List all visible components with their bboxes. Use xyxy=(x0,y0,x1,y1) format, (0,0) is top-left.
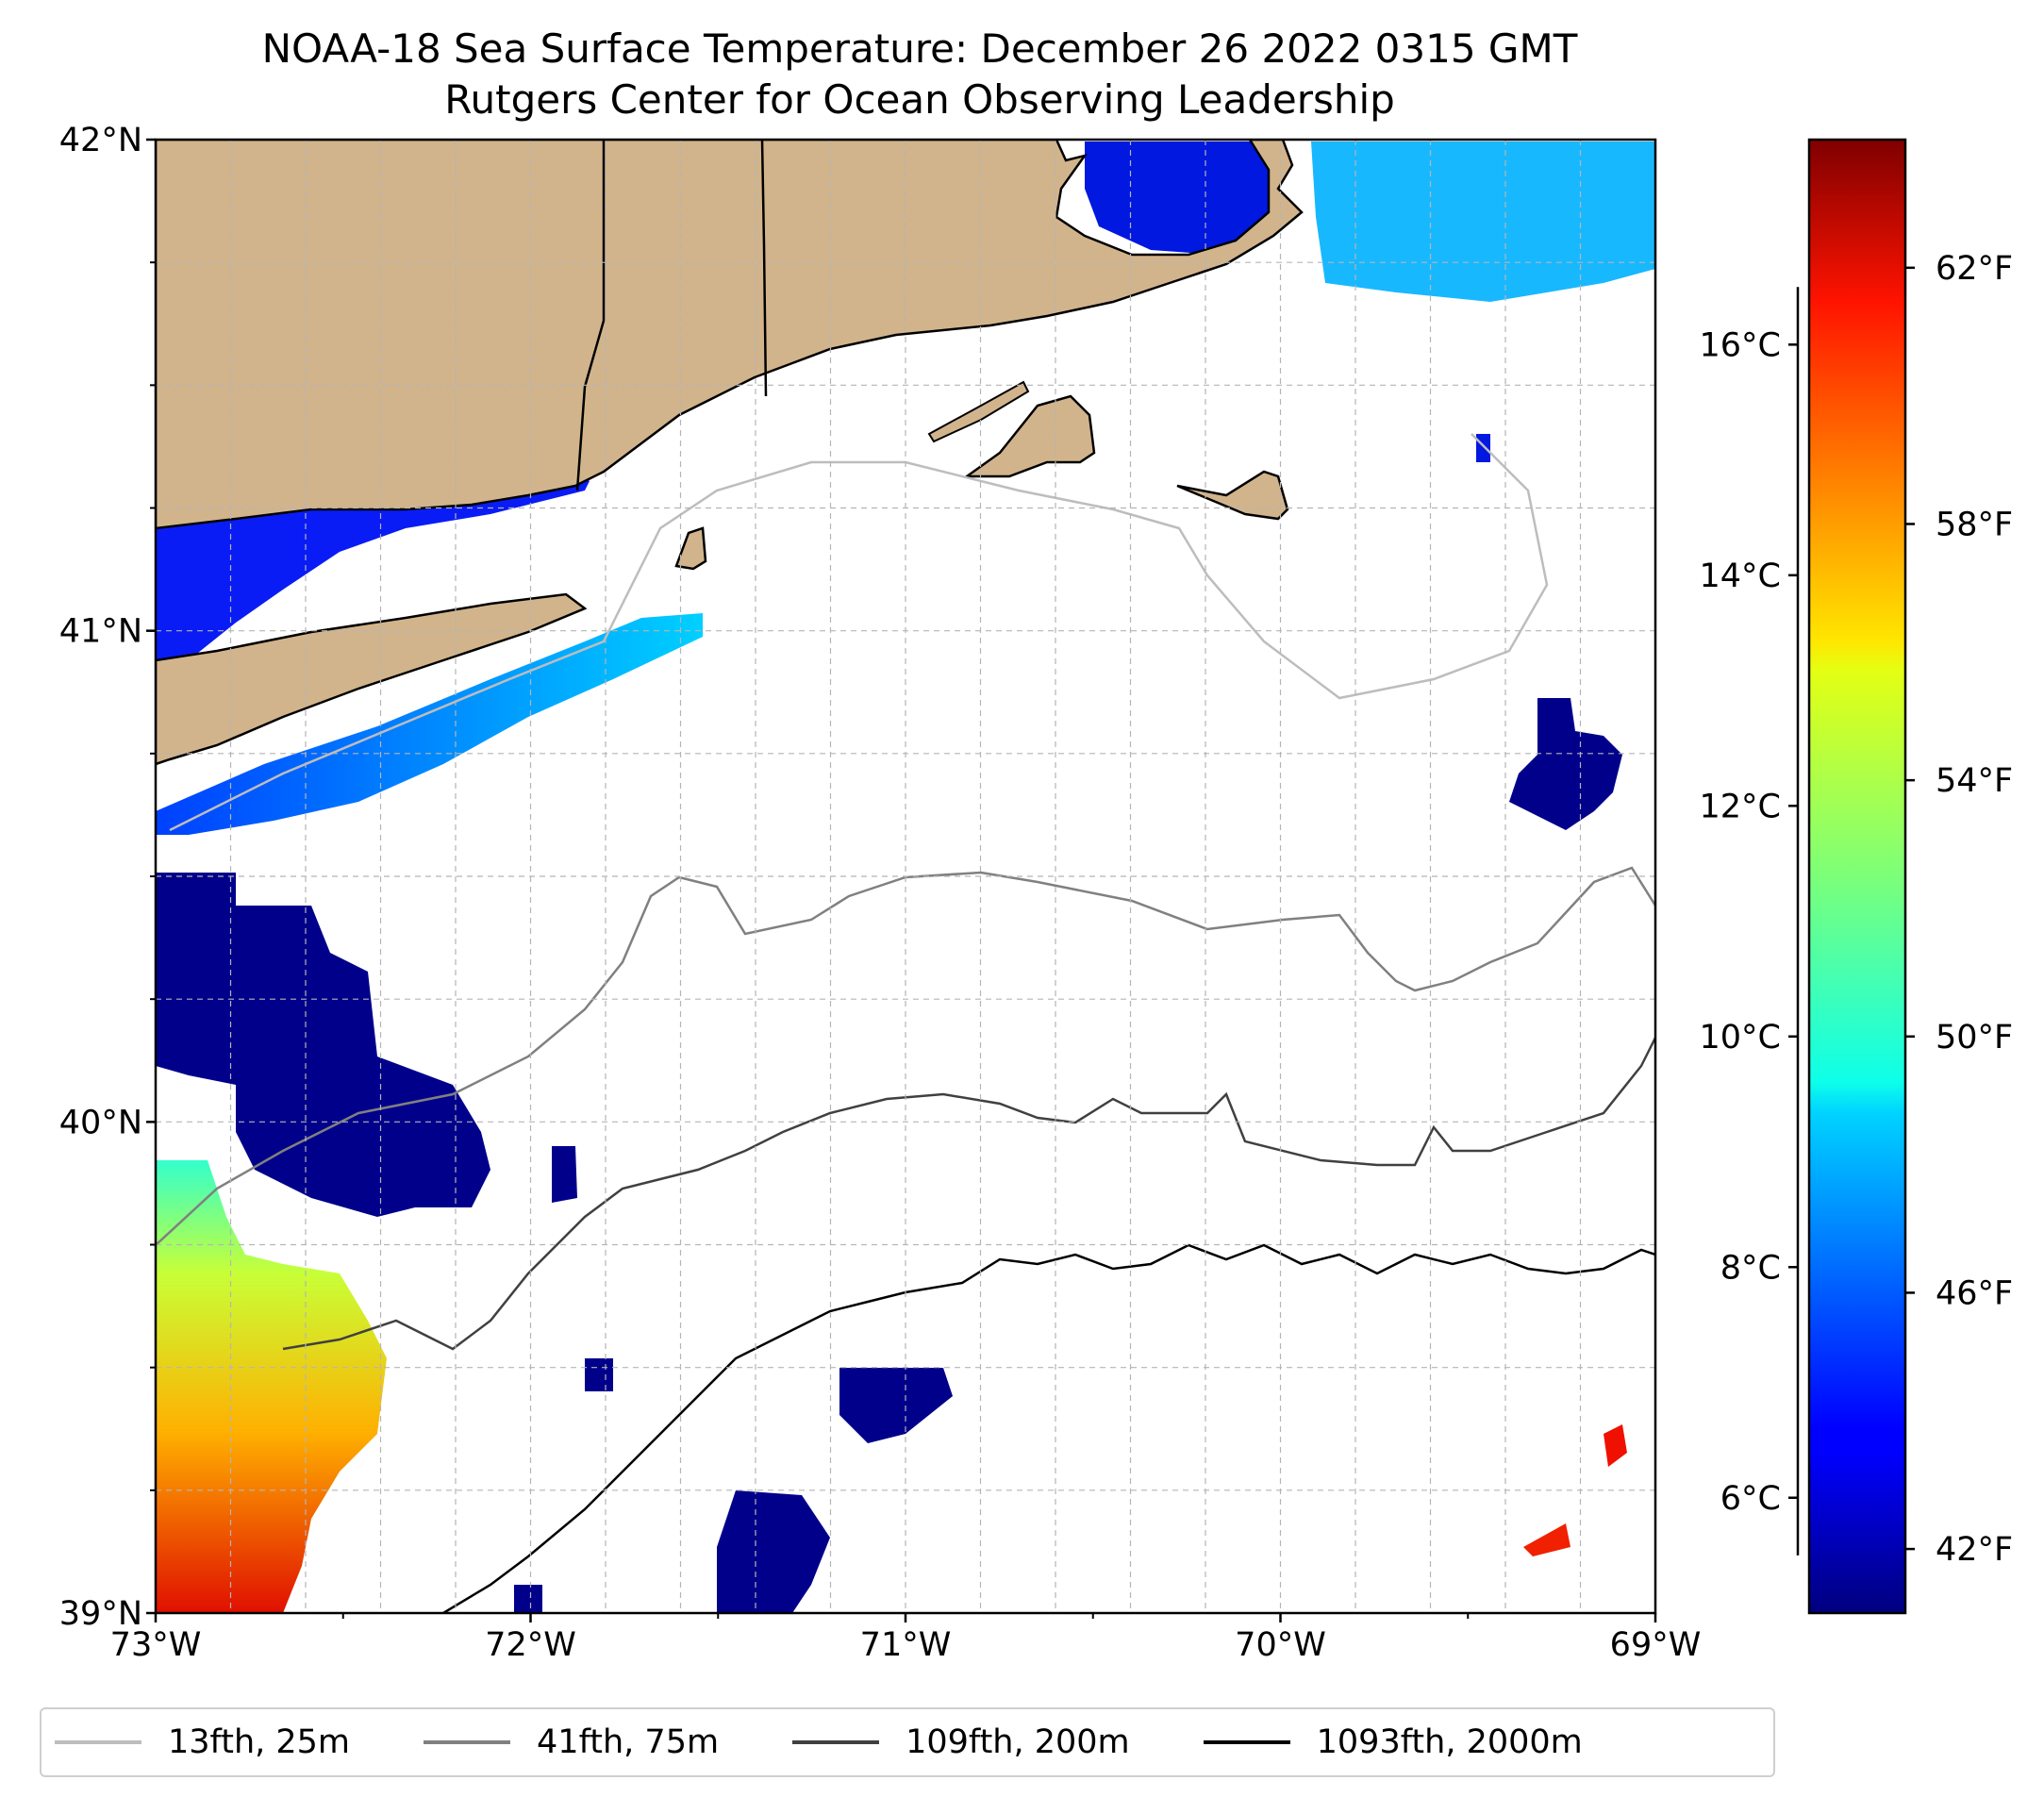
sst-southwest-warm-band xyxy=(156,1160,387,1613)
lon-tick-label: 70°W xyxy=(1235,1626,1326,1664)
legend-label-75m: 41fth, 75m xyxy=(537,1723,720,1761)
sst-cold-patch-east xyxy=(1509,698,1622,830)
legend-item-25m: 13fth, 25m xyxy=(55,1723,350,1761)
map-title: NOAA-18 Sea Surface Temperature: Decembe… xyxy=(261,25,1578,72)
lon-tick-label: 72°W xyxy=(485,1626,576,1664)
colorbar-f-label: 58°F xyxy=(1936,506,2013,543)
legend-swatch-200m xyxy=(792,1740,880,1744)
longitude-ticks: 73°W 72°W 71°W 70°W 69°W xyxy=(110,1613,1702,1664)
colorbar-f-label: 42°F xyxy=(1936,1531,2013,1569)
land-block-island xyxy=(674,526,707,571)
sst-cold-patch-small-4 xyxy=(1476,434,1490,462)
legend-item-200m: 109fth, 200m xyxy=(792,1723,1130,1761)
sst-cold-patch-south-west xyxy=(717,1490,830,1613)
lat-tick-label: 41°N xyxy=(59,613,142,651)
sst-warm-eddy-east xyxy=(1604,1424,1627,1467)
sst-cold-patch-south-mid xyxy=(839,1368,953,1443)
colorbar-gradient xyxy=(1807,138,1907,1615)
colorbar-c-label: 16°C xyxy=(1700,326,1781,364)
contour-75m xyxy=(156,866,1655,1246)
colorbar: 6°C 8°C 10°C 12°C 14°C 16°C 42°F 46°F 50°F 54°F 5… xyxy=(1700,138,2013,1615)
land-elizabeth-islands xyxy=(927,380,1030,443)
colorbar-c-label: 6°C xyxy=(1720,1480,1781,1518)
contour-200m xyxy=(282,1037,1655,1351)
sst-cold-patch-small-3 xyxy=(514,1585,542,1613)
contour-legend: 13fth, 25m 41fth, 75m 109fth, 200m 1093f… xyxy=(40,1707,1775,1777)
contour-2000m xyxy=(442,1243,1655,1613)
legend-swatch-75m xyxy=(424,1740,511,1744)
lat-tick-label: 40°N xyxy=(59,1104,142,1141)
sst-cold-patch-small-2 xyxy=(585,1358,613,1391)
land-new-england xyxy=(156,140,1304,530)
colorbar-c-label: 8°C xyxy=(1720,1249,1781,1287)
sst-shelf-blob-west xyxy=(156,873,490,1217)
lat-tick-label: 39°N xyxy=(59,1595,142,1633)
colorbar-f-label: 46°F xyxy=(1936,1274,2013,1312)
sst-off-cape-cod xyxy=(1311,141,1655,302)
lat-tick-label: 42°N xyxy=(59,122,142,159)
lon-tick-label: 71°W xyxy=(860,1626,952,1664)
map-subtitle: Rutgers Center for Ocean Observing Leade… xyxy=(444,76,1395,123)
state-border-ct-ri xyxy=(760,140,768,397)
land-marthas-vineyard xyxy=(963,394,1096,478)
legend-swatch-2000m xyxy=(1203,1740,1290,1744)
colorbar-fahrenheit-ticks: 42°F 46°F 50°F 54°F 58°F 62°F xyxy=(1905,250,2013,1569)
sst-cold-patch-small-1 xyxy=(552,1146,577,1203)
latitude-ticks: 42°N 41°N 40°N 39°N xyxy=(59,122,156,1633)
sst-south-shore-long-island xyxy=(156,613,703,835)
colorbar-f-label: 54°F xyxy=(1936,762,2013,800)
colorbar-f-label: 50°F xyxy=(1936,1019,2013,1057)
state-border-ny-ct xyxy=(575,140,606,491)
legend-item-2000m: 1093fth, 2000m xyxy=(1203,1723,1583,1761)
legend-item-75m: 41fth, 75m xyxy=(424,1723,719,1761)
colorbar-c-label: 12°C xyxy=(1700,788,1781,825)
colorbar-f-label: 62°F xyxy=(1936,250,2013,288)
lon-tick-label: 69°W xyxy=(1610,1626,1702,1664)
land-nantucket xyxy=(1176,470,1289,521)
lon-tick-label: 73°W xyxy=(110,1626,202,1664)
colorbar-c-label: 14°C xyxy=(1700,557,1781,595)
contour-25m xyxy=(169,433,1549,832)
legend-label-2000m: 1093fth, 2000m xyxy=(1316,1723,1583,1761)
sst-data-layer xyxy=(156,140,1655,1613)
legend-swatch-25m xyxy=(55,1740,141,1744)
sst-warm-eddy-south xyxy=(1523,1523,1570,1556)
sst-long-island-sound xyxy=(156,467,590,679)
colorbar-c-label: 10°C xyxy=(1700,1019,1781,1057)
sst-cape-cod-bay xyxy=(1085,141,1273,255)
legend-label-25m: 13fth, 25m xyxy=(168,1723,351,1761)
legend-label-200m: 109fth, 200m xyxy=(906,1723,1130,1761)
land-long-island xyxy=(156,592,588,766)
map-axes: 73°W 72°W 71°W 70°W 69°W 42°N 41°N 40°N 39°N xyxy=(59,122,1702,1664)
colorbar-celsius-ticks: 6°C 8°C 10°C 12°C 14°C 16°C xyxy=(1700,287,1800,1556)
